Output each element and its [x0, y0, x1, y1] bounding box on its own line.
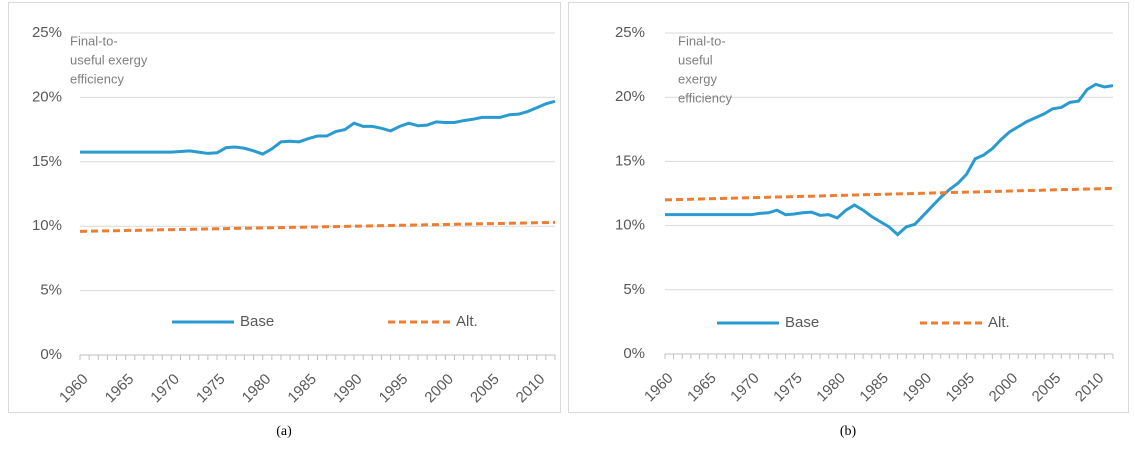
x-tick-label: 1995	[943, 370, 979, 406]
x-tick-label: 1960	[56, 371, 92, 407]
y-tick-label: 10%	[32, 217, 62, 234]
x-tick-label: 1985	[284, 371, 320, 407]
y-tick-label: 10%	[615, 217, 645, 234]
legend-label: Base	[240, 313, 274, 330]
x-tick-label: 1980	[813, 370, 849, 406]
caption: (b)	[840, 424, 857, 439]
series-line	[664, 186, 1114, 202]
caption: (a)	[276, 424, 292, 439]
y-tick-label: 5%	[40, 282, 62, 299]
x-tick-label: 2010	[513, 371, 549, 407]
x-tick-label: 1975	[770, 370, 806, 406]
panel-frame	[8, 2, 561, 413]
x-tick-label: 1970	[727, 370, 763, 406]
x-tick-label: 1990	[899, 370, 935, 406]
x-tick-label: 1965	[684, 370, 720, 406]
series-line	[79, 220, 556, 233]
x-tick-label: 2005	[1029, 370, 1065, 406]
series-line	[80, 99, 556, 156]
annotation: efficiency	[70, 71, 124, 86]
y-tick-label: 5%	[623, 281, 645, 298]
annotation: Final-to-	[70, 33, 118, 48]
x-tick-label: 1995	[376, 371, 412, 407]
x-tick-label: 1985	[856, 370, 892, 406]
y-tick-label: 25%	[615, 24, 645, 41]
series-line	[665, 82, 1114, 237]
annotation: Final-to-	[678, 33, 726, 48]
y-tick-label: 25%	[32, 24, 62, 41]
x-tick-label: 1965	[102, 371, 138, 407]
x-tick-label: 1990	[330, 371, 366, 407]
y-tick-label: 15%	[32, 153, 62, 170]
annotation: useful	[678, 52, 713, 67]
annotation: exergy	[678, 71, 718, 86]
annotation: efficiency	[678, 90, 732, 105]
x-tick-label: 2010	[1072, 370, 1108, 406]
annotation: useful exergy	[70, 52, 148, 67]
x-tick-label: 1970	[147, 371, 183, 407]
x-tick-label: 1960	[641, 370, 677, 406]
legend-label: Base	[785, 314, 819, 331]
x-tick-label: 1975	[193, 371, 229, 407]
legend-label: Alt.	[988, 314, 1010, 331]
x-tick-label: 2000	[421, 371, 457, 407]
panel-frame	[568, 2, 1129, 413]
y-tick-label: 15%	[615, 152, 645, 169]
y-tick-label: 0%	[40, 346, 62, 363]
y-tick-label: 0%	[623, 345, 645, 362]
legend-label: Alt.	[456, 313, 478, 330]
y-tick-label: 20%	[615, 88, 645, 105]
x-tick-label: 2005	[467, 371, 503, 407]
y-tick-label: 20%	[32, 88, 62, 105]
x-tick-label: 1980	[239, 371, 275, 407]
x-tick-label: 2000	[986, 370, 1022, 406]
